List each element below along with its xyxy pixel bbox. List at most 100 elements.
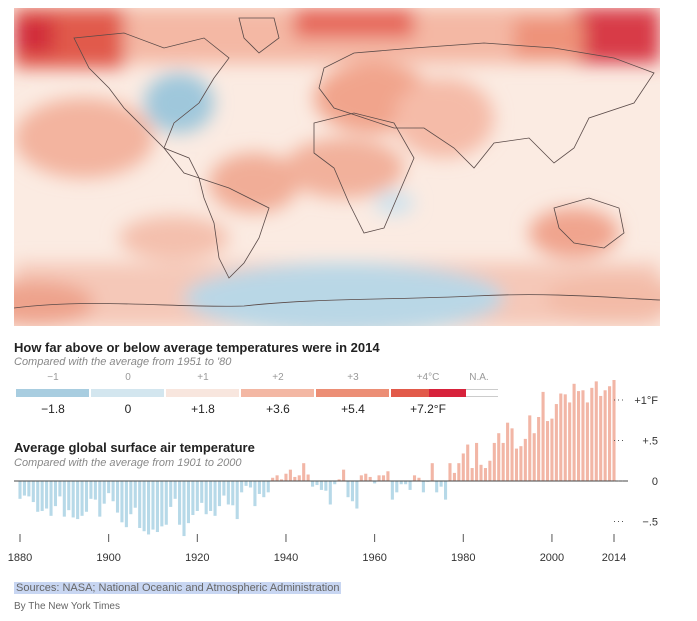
bar-1893 [76,481,80,520]
bar-1925 [217,481,222,507]
bar-1988 [497,433,501,481]
bar-1908 [142,481,146,532]
legend-swatch [166,389,239,397]
legend-na-label: N.A. [469,372,489,383]
bar-2008 [585,402,589,481]
bar-1904 [124,481,128,528]
bar-1885 [40,481,44,511]
bar-1997 [537,417,541,481]
bar-1900 [107,481,111,494]
bar-1979 [457,463,461,481]
bar-1974 [435,481,439,493]
bar-1994 [523,438,527,481]
x-tick-label: 1900 [96,552,120,564]
bar-1882 [27,481,31,497]
legend-swatch [391,389,429,397]
bar-1990 [506,422,510,481]
bar-1987 [492,442,496,481]
bar-1961 [377,475,381,481]
bar-2005 [572,383,576,481]
map-graphic [14,8,660,326]
bar-2006 [576,391,581,481]
bar-1942 [293,476,297,481]
bar-1899 [102,481,106,504]
bar-1949 [324,481,328,491]
legend-c-label: −1 [47,372,59,383]
bar-1894 [80,481,84,516]
bar-1982 [470,468,474,481]
legend-f-label: −1.8 [41,402,65,416]
legend-f-label: +3.6 [266,402,290,416]
bar-1978 [452,472,456,481]
bar-1926 [222,481,226,496]
bar-2014 [612,380,616,481]
bar-1902 [115,481,120,513]
bar-1901 [111,481,115,502]
x-tick-label: 1960 [362,552,386,564]
bar-1924 [213,481,217,516]
bar-1896 [89,481,93,499]
bar-2011 [599,395,603,481]
legend-f-label: 0 [124,402,132,416]
map-title: How far above or below average temperatu… [14,340,380,355]
bar-1956 [355,481,359,509]
bar-1914 [169,481,173,507]
bar-1991 [510,428,514,481]
bar-1985 [483,468,487,481]
bar-1906 [133,481,137,508]
bar-1886 [45,481,49,509]
bar-1881 [22,481,26,496]
byline: By The New York Times [14,601,120,612]
bar-1918 [186,481,190,524]
bar-1989 [501,442,505,481]
legend-c-label: +4°C [416,372,440,383]
bar-1941 [288,469,292,481]
bar-1950 [328,481,332,505]
bar-1953 [342,469,346,481]
legend-f-label: +7.2°F [410,402,446,416]
bar-1922 [204,481,208,515]
bar-1905 [129,481,133,515]
y-tick-label: 0 [652,476,658,488]
bar-1910 [151,481,155,530]
temperature-bar-chart: +1°F +.5 0 −.5 1880 1900 1920 1940 1960 1980 2000… [8,380,658,564]
legend-swatch [241,389,314,397]
bar-1976 [444,481,448,500]
bar-1998 [541,391,545,481]
bar-1889 [58,481,62,497]
bar-1984 [479,464,483,481]
bar-2002 [559,393,563,481]
bar-1897 [93,481,97,500]
bar-1916 [178,481,182,525]
bar-1959 [368,476,372,481]
bar-2001 [554,404,558,481]
bar-1884 [36,481,40,512]
bar-1919 [191,481,195,516]
bar-1936 [266,481,270,493]
bar-1981 [466,444,470,481]
x-tick-label: 2014 [602,552,626,564]
legend-f-label: +1.8 [191,402,215,416]
bar-1912 [160,481,164,527]
temperature-anomaly-map [14,8,660,326]
bar-1960 [373,481,377,484]
bar-1962 [381,475,386,481]
bar-1940 [284,473,288,481]
map-subtitle: Compared with the average from 1951 to '… [14,356,232,368]
y-tick-label: +1°F [634,395,658,407]
bar-1898 [98,481,102,517]
bar-2000 [550,418,554,481]
x-axis: 1880 1900 1920 1940 1960 1980 2000 2014 [8,534,626,564]
anomaly-color-field [14,8,660,326]
bar-1966 [399,481,403,485]
bar-1880 [18,481,22,499]
bar-1947 [315,481,319,486]
bar-1983 [475,442,479,481]
bar-1927 [226,481,230,505]
bar-1895 [84,481,89,512]
bar-2012 [603,390,607,481]
bar-1933 [253,481,257,507]
bar-1977 [448,463,452,481]
bar-1911 [155,481,159,533]
bar-1951 [333,481,337,485]
